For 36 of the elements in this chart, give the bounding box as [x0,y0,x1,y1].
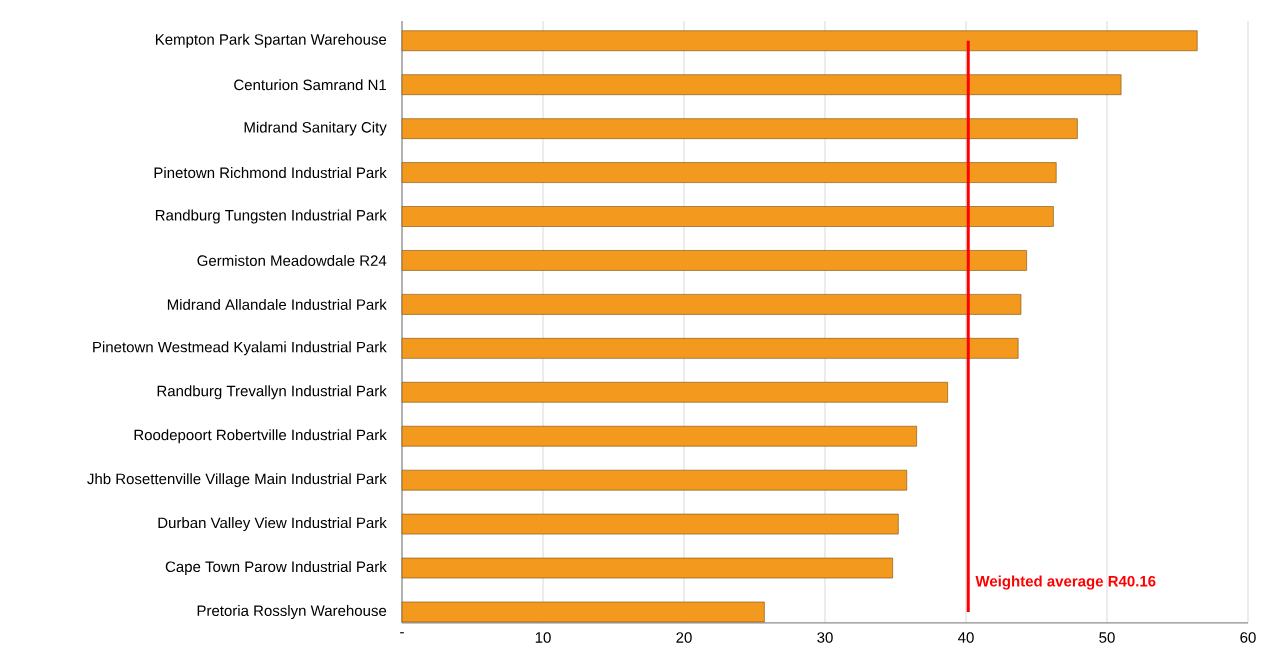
bar [401,513,899,535]
bar [401,425,917,447]
y-tick-label: Germiston Meadowdale R24 [197,254,387,266]
y-tick-label: Roodepoort Robertville Industrial Park [134,429,387,444]
y-tick-label: Kempton Park Spartan Warehouse [155,33,387,48]
y-tick-label: Centurion Samrand N1 [234,79,387,91]
bar [401,250,1027,271]
x-tick-label: - [400,632,404,634]
bar [401,294,1022,315]
bar [401,338,1019,359]
bar [401,162,1057,183]
y-tick-label: Midrand Sanitary City [244,121,387,136]
y-tick-label: Durban Valley View Industrial Park [158,517,387,532]
y-tick-label: Pinetown Westmead Kyalami Industrial Park [93,341,387,356]
y-tick-label: Cape Town Parow Industrial Park [165,561,387,576]
x-tick-label: 60 [1240,632,1256,643]
bar [401,469,908,491]
x-tick-label: 50 [1099,632,1115,643]
x-tick-label: 20 [676,632,692,643]
x-tick-label: 40 [958,632,974,643]
y-tick-label: Jhb Rosettenville Village Main Industrial Park [87,473,387,488]
bar [401,601,765,623]
y-tick-label: Randburg Trevallyn Industrial Park [157,385,387,400]
y-tick-label: Pinetown Richmond Industrial Park [154,167,387,179]
bar [401,381,948,403]
y-tick-label: Pretoria Rosslyn Warehouse [197,604,387,619]
bar [401,206,1054,227]
bar [401,118,1078,139]
y-tick-label: Midrand Allandale Industrial Park [167,298,387,310]
ref-line-label: Weighted average R40.16 [975,575,1156,590]
bar [401,74,1122,95]
bar [401,30,1198,52]
bar [401,557,893,579]
y-tick-label: Randburg Tungsten Industrial Park [155,209,387,224]
x-tick-label: 10 [535,632,551,643]
x-tick-label: 30 [817,632,833,643]
